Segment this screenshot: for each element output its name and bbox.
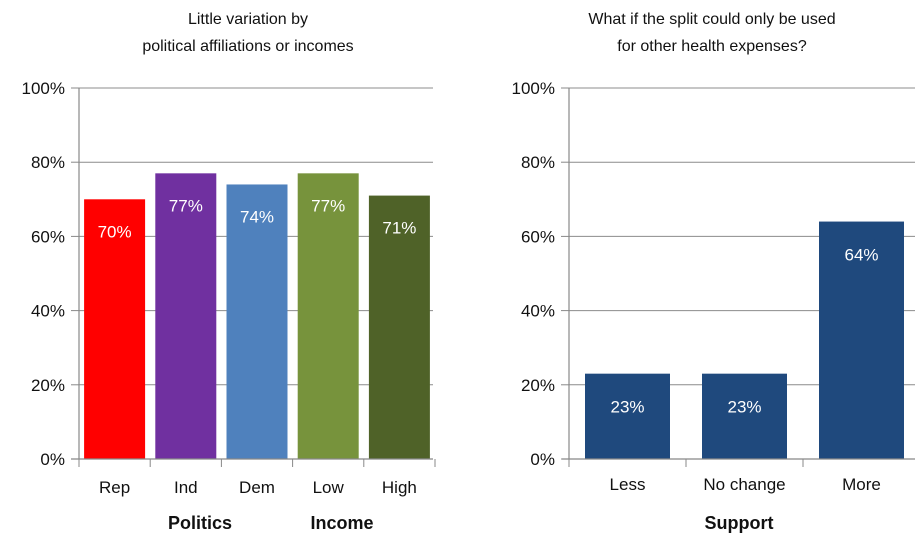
chart-right-title-line-1: What if the split could only be used xyxy=(588,11,835,28)
group-label-income: Income xyxy=(310,513,373,533)
left-value-label: 77% xyxy=(169,196,203,215)
left-value-label: 71% xyxy=(382,219,416,238)
right-y-tick-label: 100% xyxy=(512,79,555,98)
left-y-tick-label: 20% xyxy=(31,376,65,395)
right-bar-more xyxy=(819,221,904,459)
left-bar-ind xyxy=(155,173,217,459)
left-bar-high xyxy=(368,195,430,459)
right-y-tick-label: 20% xyxy=(521,376,555,395)
right-value-label: 64% xyxy=(844,246,878,265)
right-y-tick-label: 80% xyxy=(521,153,555,172)
left-y-tick-label: 0% xyxy=(40,450,65,469)
left-category-label: Dem xyxy=(239,478,275,497)
chart-right-x-axis-label: Support xyxy=(705,513,774,533)
right-value-label: 23% xyxy=(727,398,761,417)
right-category-label: Less xyxy=(610,475,646,494)
left-category-label: Ind xyxy=(174,478,198,497)
group-label-politics: Politics xyxy=(168,513,232,533)
right-value-label: 23% xyxy=(610,398,644,417)
left-bar-dem xyxy=(226,184,288,459)
left-category-label: Rep xyxy=(99,478,130,497)
right-bar-no-change xyxy=(702,373,787,459)
chart-left-title-line-1: Little variation by xyxy=(188,11,308,28)
right-bar-less xyxy=(585,373,670,459)
left-y-tick-label: 100% xyxy=(22,79,65,98)
left-value-label: 74% xyxy=(240,207,274,226)
chart-right-title-line-2: for other health expenses? xyxy=(617,38,807,55)
left-category-label: High xyxy=(382,478,417,497)
left-y-tick-label: 80% xyxy=(31,153,65,172)
right-category-label: More xyxy=(842,475,881,494)
right-y-tick-label: 0% xyxy=(530,450,555,469)
left-y-tick-label: 40% xyxy=(31,302,65,321)
left-y-tick-label: 60% xyxy=(31,227,65,246)
left-bar-rep xyxy=(84,199,146,460)
left-category-label: Low xyxy=(313,478,345,497)
right-y-tick-label: 40% xyxy=(521,302,555,321)
right-y-tick-label: 60% xyxy=(521,227,555,246)
left-value-label: 70% xyxy=(98,222,132,241)
chart-right: What if the split could only be used for… xyxy=(512,11,915,533)
chart-left-title-line-2: political affiliations or incomes xyxy=(142,38,353,55)
left-value-label: 77% xyxy=(311,196,345,215)
right-category-label: No change xyxy=(703,475,785,494)
chart-left: Little variation by political affiliatio… xyxy=(22,11,436,533)
left-bar-low xyxy=(297,173,359,459)
